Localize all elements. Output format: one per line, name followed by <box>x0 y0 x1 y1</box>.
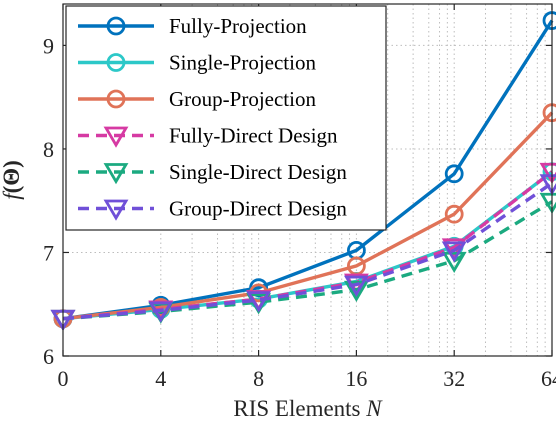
series-line <box>62 111 554 321</box>
x-tick-label: 8 <box>253 366 264 391</box>
data-point <box>103 199 129 221</box>
ticks: 0 4 8 16 32 64 6 7 8 9 <box>43 4 556 391</box>
x-tick-label: 16 <box>345 366 367 391</box>
series-line <box>62 181 553 321</box>
data-point <box>441 241 467 263</box>
legend-label: Single-Direct Design <box>169 160 347 184</box>
legend-item: Fully-Projection <box>78 14 307 38</box>
legend-label: Single-Projection <box>169 51 316 75</box>
x-tick-label: 0 <box>58 366 69 391</box>
legend-item: Group-Projection <box>78 87 316 111</box>
x-tick-label: 4 <box>155 366 166 391</box>
data-point <box>441 251 467 274</box>
legend-label: Group-Projection <box>169 87 316 111</box>
data-point <box>103 163 129 185</box>
legend-item: Group-Direct Design <box>78 197 347 221</box>
legend-label: Fully-Projection <box>169 14 307 38</box>
data-point <box>343 275 369 297</box>
data-point <box>148 301 174 323</box>
x-axis-label: RIS Elements N <box>233 396 383 421</box>
x-tick-label: 64 <box>541 366 556 391</box>
data-point <box>106 16 126 36</box>
axes-box <box>62 3 553 357</box>
y-tick-label: 6 <box>43 344 54 369</box>
data-point <box>106 53 126 72</box>
x-tick-label: 32 <box>443 366 465 391</box>
data-point <box>246 291 272 313</box>
legend: Fully-Projection Single-Projection Group-P… <box>65 5 387 231</box>
plot-series <box>50 11 556 331</box>
data-point <box>444 204 464 224</box>
legend-box <box>65 5 387 231</box>
legend-item: Single-Direct Design <box>78 160 347 185</box>
y-tick-label: 9 <box>43 33 54 58</box>
legend-item: Fully-Direct Design <box>78 124 338 148</box>
y-axis-label: f(Θ) <box>0 160 24 200</box>
y-tick-label: 8 <box>43 137 54 162</box>
y-tick-label: 7 <box>43 240 54 265</box>
data-point <box>343 280 369 303</box>
data-point <box>103 126 129 148</box>
data-point <box>106 89 126 109</box>
data-point <box>444 164 464 184</box>
series-line <box>62 19 554 321</box>
legend-label: Fully-Direct Design <box>169 124 338 148</box>
legend-label: Group-Direct Design <box>169 197 347 221</box>
legend-item: Single-Projection <box>78 51 316 75</box>
